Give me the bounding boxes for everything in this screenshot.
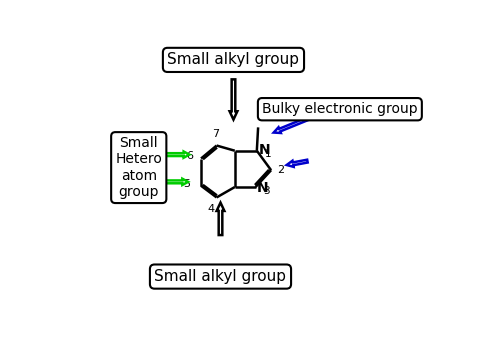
Polygon shape [217,203,224,235]
Polygon shape [164,152,190,158]
Text: 5: 5 [184,180,191,189]
Text: N: N [259,143,271,157]
Text: Small
Hetero
atom
group: Small Hetero atom group [115,136,162,199]
Text: 7: 7 [212,129,219,139]
Polygon shape [164,179,188,185]
Polygon shape [273,117,309,133]
Polygon shape [287,160,308,167]
Text: Small alkyl group: Small alkyl group [167,52,300,67]
Text: 2: 2 [277,165,285,175]
Text: Small alkyl group: Small alkyl group [155,269,287,284]
Text: 1: 1 [265,149,272,159]
Text: 6: 6 [186,151,193,161]
Text: 4: 4 [208,204,215,214]
Text: Bulky electronic group: Bulky electronic group [262,102,418,116]
Text: 3: 3 [263,186,270,196]
Polygon shape [230,80,237,120]
Text: N: N [257,181,269,195]
